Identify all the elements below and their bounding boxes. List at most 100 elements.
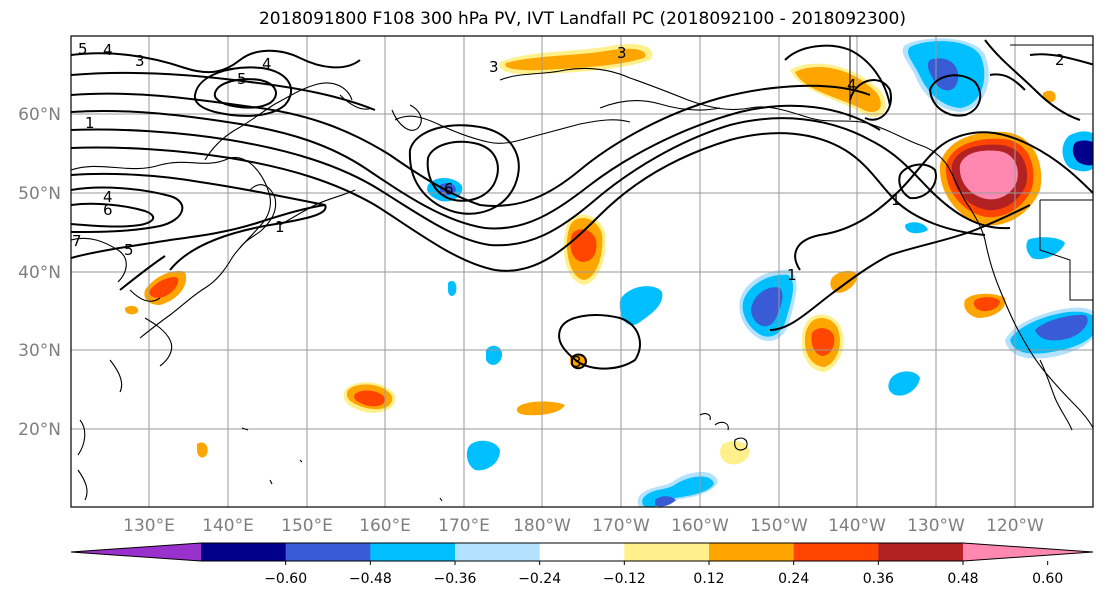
colorbar-tick-label: −0.36 bbox=[434, 571, 477, 587]
lat-label: 30°N bbox=[18, 341, 61, 361]
lon-label: 150°E bbox=[281, 516, 333, 536]
contour-label: 1 bbox=[275, 218, 285, 236]
pv-contour bbox=[71, 172, 327, 271]
pv-contour bbox=[119, 255, 166, 291]
pv-contour bbox=[71, 204, 326, 259]
contour-label: 5 bbox=[237, 70, 247, 88]
colorbar-segment bbox=[793, 543, 879, 561]
longitude-labels: 130°E 140°E 150°E 160°E 170°E 180°W 170°… bbox=[123, 516, 1044, 536]
contour-label: 3 bbox=[135, 52, 145, 70]
latitude-labels: 60°N 50°N 40°N 30°N 20°N bbox=[18, 105, 61, 440]
pv-contours bbox=[71, 39, 1093, 370]
contour-label: 5 bbox=[78, 40, 88, 58]
lat-label: 40°N bbox=[18, 263, 61, 283]
lat-label: 50°N bbox=[18, 184, 61, 204]
colorbar-tick-label: 0.24 bbox=[778, 571, 809, 587]
lat-label: 20°N bbox=[18, 420, 61, 440]
colorbar-extension-min bbox=[71, 543, 201, 561]
colorbar-tick-label: 0.36 bbox=[863, 571, 894, 587]
shade-negative bbox=[751, 287, 783, 327]
contour-label: 2 bbox=[1055, 51, 1065, 69]
lon-label: 130°W bbox=[907, 516, 965, 536]
shade-negative bbox=[720, 440, 750, 465]
pv-contour bbox=[571, 353, 588, 370]
contour-label: 4 bbox=[103, 188, 113, 206]
colorbar-tick-label: −0.48 bbox=[349, 571, 392, 587]
pv-contour bbox=[71, 104, 881, 230]
coastline bbox=[949, 169, 1093, 430]
colorbar-outline bbox=[70, 542, 1094, 562]
coastlines bbox=[71, 67, 1093, 502]
pv-contour bbox=[71, 71, 376, 111]
colorbar-segment bbox=[455, 543, 541, 561]
shade-negative bbox=[905, 222, 928, 234]
pv-contour bbox=[408, 124, 520, 215]
shade-positive bbox=[149, 277, 179, 298]
shade-positive bbox=[830, 270, 858, 293]
island bbox=[241, 427, 443, 502]
map-frame bbox=[70, 35, 1094, 508]
contour-label: 4 bbox=[262, 55, 272, 73]
pv-contour bbox=[784, 44, 891, 106]
colorbar-segment bbox=[709, 543, 795, 561]
shade-positive bbox=[124, 305, 139, 315]
colorbar-tick-label: −0.24 bbox=[518, 571, 561, 587]
contour-label: 7 bbox=[72, 232, 82, 250]
border bbox=[1039, 200, 1093, 301]
coastline bbox=[71, 157, 271, 339]
lon-label: 120°W bbox=[986, 516, 1044, 536]
colorbar-segment bbox=[370, 543, 456, 561]
pv-contour bbox=[426, 140, 499, 202]
shade-negative bbox=[486, 345, 503, 365]
coastline bbox=[599, 99, 721, 111]
pv-contour bbox=[928, 74, 982, 117]
lon-label: 140°E bbox=[202, 516, 254, 536]
contour-label: 4 bbox=[847, 76, 857, 94]
figure-title: 2018091800 F108 300 hPa PV, IVT Landfall… bbox=[258, 9, 906, 29]
contour-label: 1 bbox=[85, 114, 95, 132]
lon-label: 170°W bbox=[592, 516, 650, 536]
colorbar bbox=[70, 542, 1094, 565]
pv-contour bbox=[71, 202, 155, 228]
shade-positive bbox=[959, 150, 1018, 200]
shade-negative bbox=[1072, 140, 1093, 166]
lon-label: 140°W bbox=[828, 516, 886, 536]
colorbar-tick-label: 0.60 bbox=[1032, 571, 1063, 587]
island bbox=[699, 413, 748, 451]
pv-contour bbox=[794, 131, 1093, 271]
map-area: 5 4 3 5 4 3 3 1 4 6 7 5 1 6 4 2 1 3 1 bbox=[71, 36, 1093, 507]
shade-positive bbox=[795, 66, 881, 113]
contour-label: 6 bbox=[103, 201, 113, 219]
shade-positive bbox=[505, 48, 646, 71]
contour-label: 3 bbox=[617, 44, 627, 62]
colorbar-segment bbox=[624, 543, 710, 561]
shade-positive bbox=[973, 297, 1000, 312]
contour-label: 4 bbox=[103, 41, 113, 59]
shade-positive bbox=[354, 390, 386, 407]
colorbar-segment bbox=[539, 543, 625, 561]
shade-positive bbox=[811, 328, 835, 356]
lat-label: 60°N bbox=[18, 105, 61, 125]
shade-negative bbox=[1026, 237, 1065, 260]
colorbar-extension-max bbox=[963, 543, 1093, 561]
colorbar-tick-label: −0.60 bbox=[264, 571, 307, 587]
coastline bbox=[279, 189, 356, 226]
ivt-shading bbox=[124, 38, 1093, 507]
contour-labels: 5 4 3 5 4 3 3 1 4 6 7 5 1 6 4 2 1 3 1 bbox=[72, 40, 1065, 371]
colorbar-tick-label: −0.12 bbox=[603, 571, 646, 587]
lon-label: 180°W bbox=[513, 516, 571, 536]
pv-contour bbox=[898, 163, 937, 200]
pv-contour bbox=[1029, 53, 1093, 66]
contour-label: 1 bbox=[891, 191, 901, 209]
colorbar-segment bbox=[201, 543, 287, 561]
lon-label: 130°E bbox=[123, 516, 175, 536]
shade-positive bbox=[516, 401, 565, 416]
lon-label: 160°E bbox=[359, 516, 411, 536]
graticule bbox=[71, 36, 1093, 507]
lon-label: 170°E bbox=[438, 516, 490, 536]
lon-label: 150°W bbox=[750, 516, 808, 536]
colorbar-tick-label: 0.48 bbox=[947, 571, 978, 587]
colorbar-segment bbox=[285, 543, 371, 561]
